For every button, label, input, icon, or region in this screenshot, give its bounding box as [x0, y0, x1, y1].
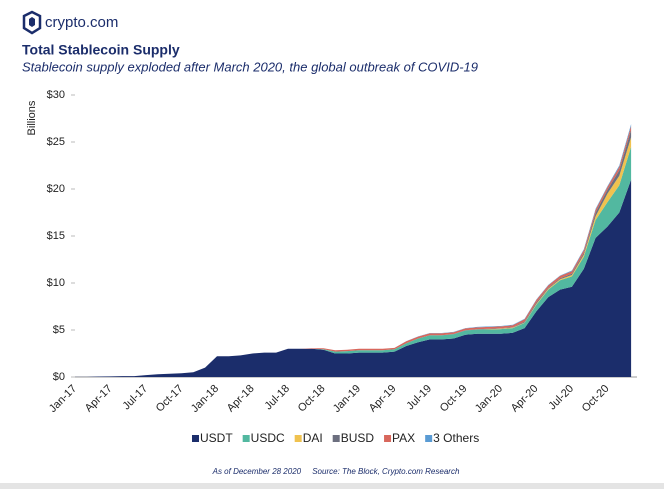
x-tick-label: Jan-18 [189, 383, 221, 415]
x-tick-label: Apr-18 [225, 383, 257, 415]
legend-label: PAX [392, 431, 415, 445]
x-tick-label: Oct-17 [154, 383, 186, 415]
y-tick-label: $5 [53, 324, 65, 336]
y-tick-label: $25 [47, 136, 65, 148]
x-tick-label: Jan-20 [473, 383, 505, 415]
legend-swatch [242, 435, 250, 442]
legend-swatch [192, 435, 199, 442]
legend-label: 3 Others [433, 431, 479, 445]
y-tick-label: $15 [47, 230, 65, 242]
x-tick-label: Jul-18 [262, 383, 292, 413]
x-tick-label: Apr-20 [509, 383, 541, 415]
y-tick-label: $10 [47, 277, 65, 289]
brand: crypto.com [45, 14, 118, 31]
x-tick-label: Jul-20 [546, 383, 576, 413]
x-tick-label: Oct-19 [438, 383, 470, 415]
x-tick-label: Apr-17 [83, 383, 115, 415]
legend-swatch [332, 435, 340, 442]
x-tick-label: Jan-17 [47, 383, 79, 415]
legend-swatch [294, 435, 302, 442]
area [75, 179, 632, 377]
chart-title: Total Stablecoin Supply [22, 42, 180, 58]
legend-swatch [425, 435, 433, 442]
x-tick-label: Jul-19 [404, 383, 434, 413]
legend-label: DAI [303, 431, 323, 445]
legend-label: USDT [200, 431, 233, 445]
footer: As of December 28 2020 Source: The Block… [212, 467, 460, 476]
y-tick-label: $30 [47, 89, 65, 101]
x-tick-label: Jan-19 [331, 383, 363, 415]
y-tick-label: $20 [47, 183, 65, 195]
x-tick-label: Jul-17 [120, 383, 150, 413]
y-axis-label: Billions [26, 100, 38, 135]
x-tick-label: Oct-20 [580, 383, 612, 415]
logo [22, 10, 42, 35]
chart-subtitle: Stablecoin supply exploded after March 2… [22, 59, 478, 74]
x-tick-label: Apr-19 [367, 383, 399, 415]
legend-swatch [384, 435, 392, 442]
y-tick-label: $0 [53, 371, 65, 383]
x-tick-label: Oct-18 [296, 383, 328, 415]
legend-label: USDC [251, 431, 285, 445]
legend-label: BUSD [341, 431, 375, 445]
